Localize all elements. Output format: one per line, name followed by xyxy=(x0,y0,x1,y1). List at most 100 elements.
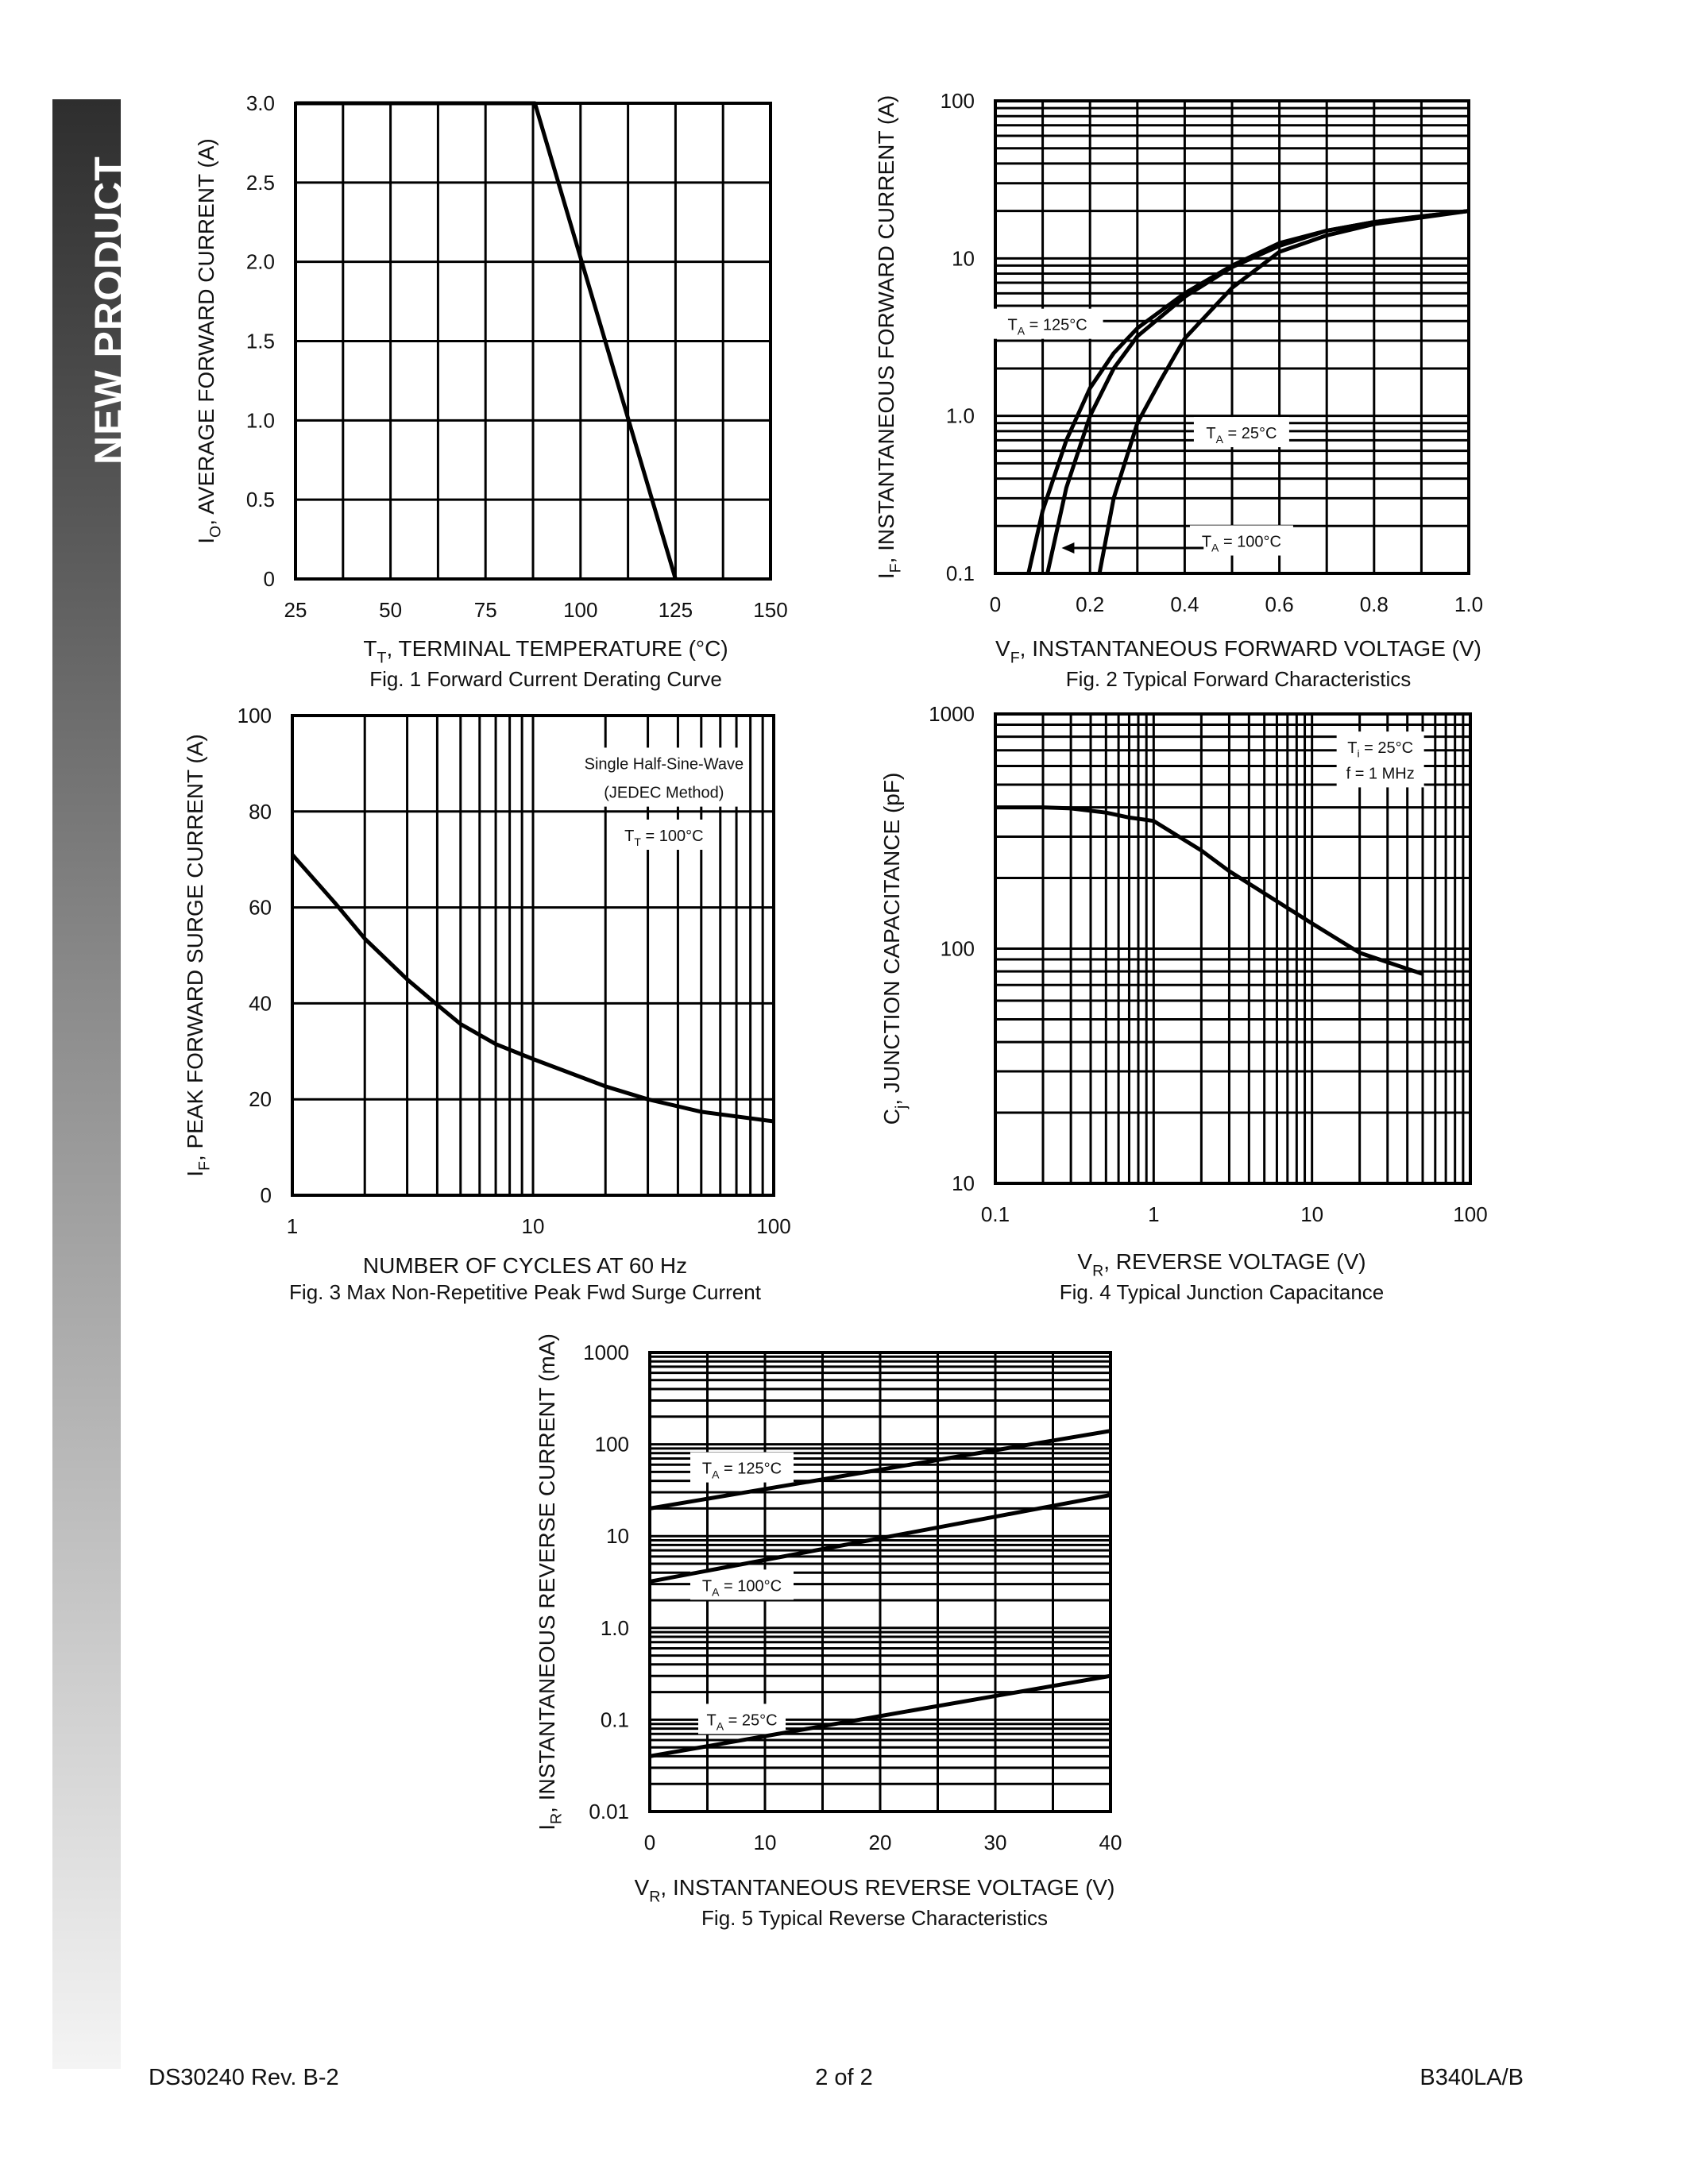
annotation-label-rest: = 25°C xyxy=(1223,425,1277,442)
annotation-label-rest: = 100°C xyxy=(641,828,704,845)
plot-frame xyxy=(648,1351,1112,1813)
y-tick-label: 0.5 xyxy=(246,488,275,511)
figure-caption: Fig. 4 Typical Junction Capacitance xyxy=(1060,1280,1385,1304)
y-axis-label: IR, INSTANTANEOUS REVERSE CURRENT (mA) xyxy=(535,1333,565,1831)
y-tick-label: 1.0 xyxy=(246,408,275,432)
y-tick-label: 2.5 xyxy=(246,171,275,195)
x-tick-label: 1.0 xyxy=(1454,592,1483,616)
annotation-label-rest: = 25°C xyxy=(1360,739,1413,757)
annotation-label-sub: A xyxy=(712,1585,720,1598)
x-tick-label: 125 xyxy=(659,598,693,622)
y-axis-label-sub: F xyxy=(195,1161,213,1171)
x-tick-label: 0.4 xyxy=(1170,592,1199,616)
annotation-label: TA = 100°C xyxy=(1202,534,1281,554)
figure-caption: Fig. 2 Typical Forward Characteristics xyxy=(1066,667,1411,691)
annotation-box xyxy=(582,747,746,778)
x-axis-label: NUMBER OF CYCLES AT 60 Hz xyxy=(363,1253,687,1278)
annotation-box xyxy=(690,1452,794,1483)
footer-doc-number: DS30240 Rev. B-2 xyxy=(149,2065,339,2090)
x-tick-label: 0.8 xyxy=(1360,592,1389,616)
x-tick-label: 150 xyxy=(753,598,787,622)
y-tick-label: 80 xyxy=(249,800,272,824)
x-axis-label: VF, INSTANTANEOUS FORWARD VOLTAGE (V) xyxy=(995,636,1481,666)
x-tick-label: 50 xyxy=(379,598,402,622)
annotation-label-sub: j xyxy=(1356,747,1359,760)
annotation-label-rest: = 25°C xyxy=(724,1711,777,1729)
annotation-label-main: T xyxy=(1206,425,1215,442)
x-tick-label: 100 xyxy=(1453,1202,1487,1226)
y-tick-label: 60 xyxy=(249,896,272,920)
x-tick-label: 10 xyxy=(754,1831,777,1854)
x-axis-label-main: V xyxy=(1077,1249,1092,1274)
y-tick-label: 10 xyxy=(952,1171,975,1195)
annotation-label-rest: = 100°C xyxy=(1219,534,1281,551)
x-axis-label-rest: , TERMINAL TEMPERATURE (°C) xyxy=(386,636,728,661)
annotation-box xyxy=(612,820,716,850)
annotation-label-main: T xyxy=(1202,534,1211,551)
x-tick-label: 1 xyxy=(1148,1202,1159,1226)
y-tick-label: 0.1 xyxy=(601,1707,629,1731)
annotation-label: TA = 25°C xyxy=(706,1711,777,1732)
figure-caption: Fig. 5 Typical Reverse Characteristics xyxy=(701,1906,1048,1930)
figure-5: TA = 125°CTA = 100°CTA = 25°C0 10 20 30 400.… xyxy=(535,1333,1122,1930)
annotation-label: TT = 100°C xyxy=(624,828,703,848)
annotation-box xyxy=(991,308,1103,339)
footer-page-number: 2 of 2 xyxy=(815,2065,873,2090)
y-tick-label: 0 xyxy=(261,1183,272,1207)
y-tick-label: 10 xyxy=(952,246,975,270)
x-tick-label: 100 xyxy=(563,598,597,622)
y-tick-label: 3.0 xyxy=(246,91,275,115)
arrow-left-icon xyxy=(1061,542,1075,554)
x-axis-label: VR, REVERSE VOLTAGE (V) xyxy=(1077,1249,1365,1279)
series-line-1 xyxy=(649,1429,1111,1511)
x-tick-label: 0.2 xyxy=(1076,592,1104,616)
x-tick-label: 25 xyxy=(284,598,307,622)
annotation-box xyxy=(1336,731,1424,762)
annotation-label-main: f = 1 MHz xyxy=(1346,765,1415,782)
new-product-sidebar xyxy=(52,99,121,2069)
y-axis-label-rest: , PEAK FORWARD SURGE CURRENT (A) xyxy=(183,734,207,1161)
y-tick-label: 1000 xyxy=(583,1341,629,1364)
annotation-label-main: T xyxy=(706,1711,716,1729)
y-tick-label: 0 xyxy=(264,567,275,591)
y-tick-label: 40 xyxy=(249,991,272,1015)
annotation-box xyxy=(1189,525,1293,556)
annotation-box xyxy=(1193,417,1289,448)
x-tick-label: 0 xyxy=(644,1831,655,1854)
annotation-label: Single Half-Sine-Wave xyxy=(585,755,744,773)
y-axis-label-main: I xyxy=(535,1824,559,1831)
annotation-label-rest: = 125°C xyxy=(719,1461,782,1478)
y-axis-label-rest: , INSTANTANEOUS REVERSE CURRENT (mA) xyxy=(535,1333,559,1813)
y-tick-label: 100 xyxy=(941,89,975,113)
annotation-label-sub: T xyxy=(634,835,641,848)
annotation-label-sub: A xyxy=(1018,325,1026,338)
annotation-label-sub: A xyxy=(1216,433,1224,446)
grid xyxy=(994,712,1472,1185)
x-tick-label: 100 xyxy=(756,1214,790,1238)
y-tick-label: 1.0 xyxy=(946,404,975,428)
y-axis-label-rest: , JUNCTION CAPACITANCE (pF) xyxy=(879,773,904,1106)
series-line-1 xyxy=(995,805,1423,976)
annotation-label-sub: A xyxy=(717,1719,724,1732)
y-tick-label: 100 xyxy=(941,937,975,961)
x-axis-label-rest: , INSTANTANEOUS FORWARD VOLTAGE (V) xyxy=(1020,636,1481,661)
x-tick-label: 0.1 xyxy=(981,1202,1010,1226)
x-axis-label-sub: R xyxy=(1092,1262,1103,1279)
series-line-1 xyxy=(295,101,678,580)
y-axis-label-main: I xyxy=(183,1171,207,1177)
y-axis-label-sub: F xyxy=(886,563,904,573)
annotation-label-main: T xyxy=(1007,317,1017,334)
y-axis-label-main: I xyxy=(874,573,898,579)
plot-frame xyxy=(994,712,1472,1185)
annotation-label: TA = 100°C xyxy=(702,1577,782,1598)
annotation-box xyxy=(690,1569,794,1600)
series-line-3 xyxy=(649,1673,1111,1758)
x-axis-label: VR, INSTANTANEOUS REVERSE VOLTAGE (V) xyxy=(635,1875,1115,1905)
y-tick-label: 1.0 xyxy=(601,1616,629,1640)
y-axis-label-main: I xyxy=(194,538,218,544)
x-tick-label: 30 xyxy=(984,1831,1007,1854)
x-axis-label-main: V xyxy=(635,1875,650,1900)
